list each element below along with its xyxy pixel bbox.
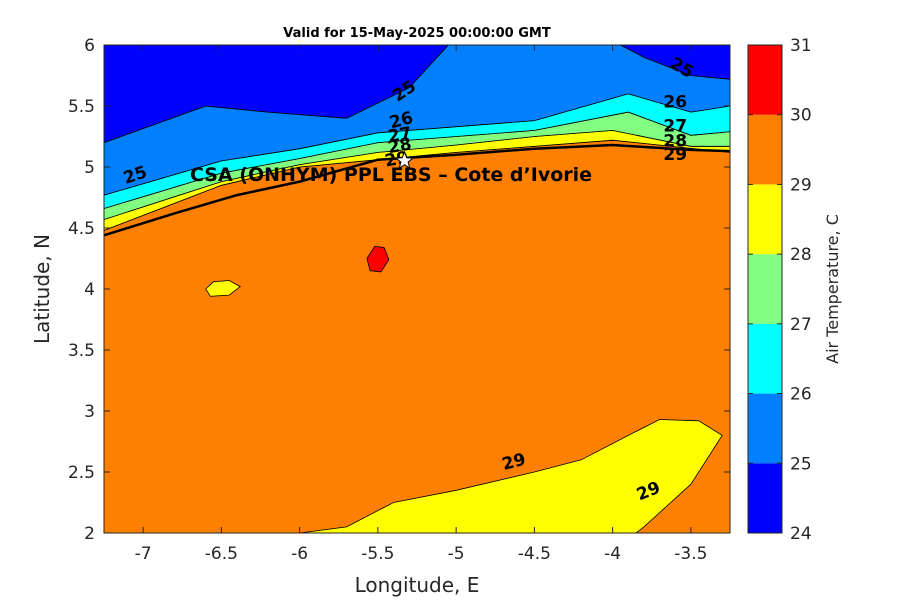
x-axis: -7 -6.5 -6 -5.5 -5 -4.5 -4 -3.5 <box>135 45 707 564</box>
contour-label: 27 <box>663 117 687 137</box>
x-tick-label: -6 <box>291 544 308 564</box>
site-label: CSA (ONHYM) PPL EBS – Cote d’Ivorie <box>190 164 592 186</box>
colorbar-tick-label: 31 <box>790 36 812 56</box>
contour-region-28 <box>299 419 723 533</box>
colorbar-tick-label: 25 <box>790 454 812 474</box>
colorbar: 24 25 26 27 28 29 30 31 <box>747 36 812 544</box>
contour-region-30 <box>366 245 390 273</box>
contour-label: 28 <box>386 134 413 158</box>
colorbar-tick-label: 26 <box>790 385 812 405</box>
colorbar-band-24 <box>748 463 782 533</box>
coastline <box>104 143 730 237</box>
y-tick-label: 3 <box>84 402 95 422</box>
y-axis-title: Latitude, N <box>30 234 54 344</box>
colorbar-tick-label: 29 <box>790 175 812 195</box>
y-tick-label: 2.5 <box>68 463 95 483</box>
x-tick-label: -4 <box>604 544 621 564</box>
colorbar-tick-label: 27 <box>790 315 812 335</box>
x-tick-label: -7 <box>135 544 152 564</box>
y-tick-label: 6 <box>84 36 95 56</box>
contour-label: 28 <box>663 131 687 151</box>
contour-region-24 <box>104 45 449 144</box>
y-axis: 2 2.5 3 3.5 4 4.5 5 5.5 6 <box>68 36 730 544</box>
x-tick-label: -5.5 <box>361 544 394 564</box>
x-tick-label: -6.5 <box>205 544 238 564</box>
contour-label: 29 <box>663 145 687 165</box>
colorbar-tick-label: 28 <box>790 245 812 265</box>
chart-title: Valid for 15-May-2025 00:00:00 GMT <box>283 26 551 41</box>
colorbar-tick-label: 24 <box>790 524 812 544</box>
colorbar-title: Air Temperature, C <box>823 214 842 364</box>
colorbar-band-27 <box>748 254 782 324</box>
y-tick-label: 2 <box>84 524 95 544</box>
colorbar-frame <box>747 44 783 534</box>
site-star-icon <box>394 150 415 170</box>
x-tick-label: -5 <box>448 544 465 564</box>
x-axis-title: Longitude, E <box>355 573 480 597</box>
contour-region-24 <box>620 45 730 80</box>
y-tick-label: 4.5 <box>68 219 95 239</box>
contour-label: 27 <box>386 123 413 147</box>
x-tick-label: -4.5 <box>518 544 551 564</box>
colorbar-band-26 <box>748 323 782 394</box>
colorbar-band-25 <box>748 393 782 464</box>
contour-label: 26 <box>663 92 687 112</box>
y-tick-label: 4 <box>84 280 95 300</box>
y-tick-label: 5 <box>84 158 95 178</box>
x-tick-label: -3.5 <box>674 544 707 564</box>
contour-region-28 <box>205 280 241 297</box>
y-tick-label: 5.5 <box>68 97 95 117</box>
colorbar-band-30 <box>748 45 782 115</box>
colorbar-band-28 <box>748 184 782 255</box>
colorbar-tick-label: 30 <box>790 106 812 126</box>
colorbar-band-29 <box>748 114 782 185</box>
y-tick-label: 3.5 <box>68 341 95 361</box>
